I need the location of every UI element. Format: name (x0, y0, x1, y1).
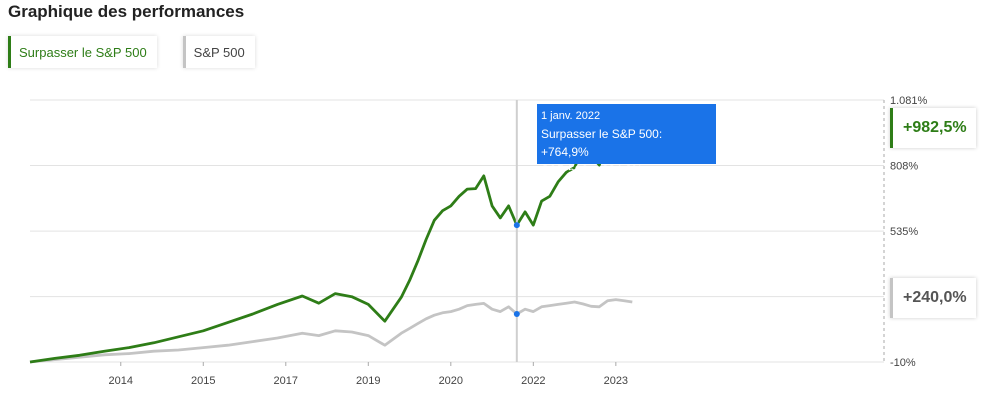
benchmark-current-value-badge: +240,0% (890, 278, 976, 318)
legend-label-primary: Surpasser le S&P 500 (19, 44, 147, 60)
x-tick-label-2: 2017 (274, 375, 298, 387)
hover-marker-benchmark (513, 310, 520, 317)
x-tick-label-0: 2014 (109, 375, 133, 387)
tooltip-date: 1 janv. 2022 (541, 110, 601, 122)
y-tick-label-1: 808% (890, 161, 918, 173)
primary-current-value: +982,5% (903, 119, 967, 136)
legend-item-benchmark[interactable]: S&P 500 (182, 36, 255, 68)
primary-current-value-badge: +982,5% (890, 108, 976, 148)
legend-label-benchmark: S&P 500 (193, 44, 245, 60)
x-tick-label-1: 2015 (191, 375, 215, 387)
y-tick-label-2: 535% (890, 226, 918, 238)
x-tick-label-5: 2022 (521, 375, 545, 387)
hover-tooltip: 1 janv. 2022 Surpasser le S&P 500: +764,… (537, 104, 716, 177)
series-line-primary[interactable] (29, 118, 633, 364)
y-tick-label-4: -10% (890, 357, 916, 369)
benchmark-current-value: +240,0% (903, 289, 967, 306)
legend-item-primary[interactable]: Surpasser le S&P 500 (8, 36, 157, 68)
tooltip-benchmark-value: S&P 500: +234,2% (541, 163, 643, 177)
y-tick-label-0: 1.081% (890, 95, 928, 107)
chart-title: Graphique des performances (8, 2, 245, 21)
x-tick-label-3: 2019 (356, 375, 380, 387)
x-tick-label-6: 2023 (604, 375, 628, 387)
tooltip-primary-value: Surpasser le S&P 500: +764,9% (541, 127, 663, 159)
hover-marker-primary (513, 222, 520, 229)
series-line-benchmark[interactable] (29, 298, 633, 364)
legend: Surpasser le S&P 500 S&P 500 (8, 36, 255, 68)
x-tick-label-4: 2020 (439, 375, 463, 387)
